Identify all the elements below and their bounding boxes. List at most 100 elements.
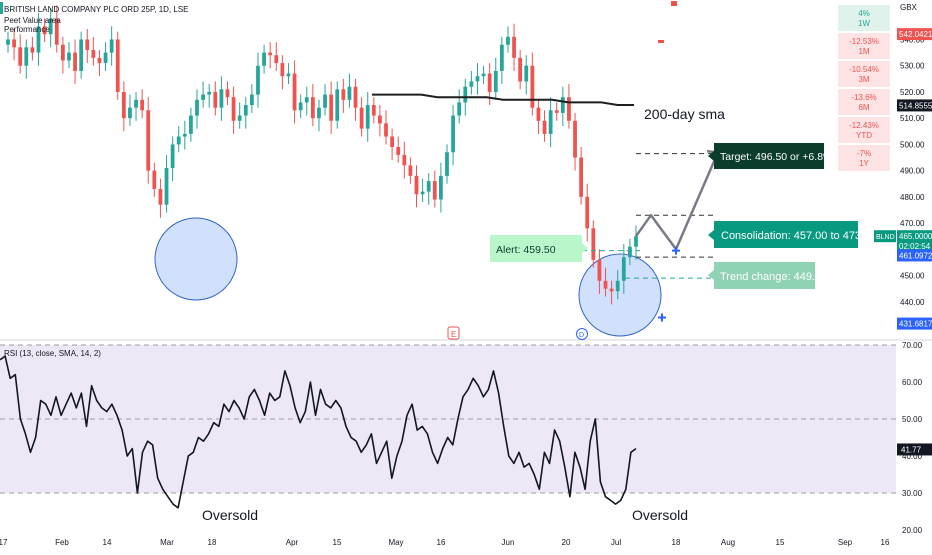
candle — [396, 136, 401, 163]
sma-label-bg — [640, 102, 722, 124]
price-axis-tick: 520.00 — [900, 88, 925, 97]
performance-value: 4% — [858, 9, 870, 18]
candle — [426, 173, 431, 205]
performance-cell — [838, 5, 890, 31]
candle-body — [256, 65, 260, 95]
performance-value: -10.54% — [849, 65, 879, 74]
candle-body — [396, 147, 401, 155]
oversold-left-bg — [198, 505, 258, 525]
candle — [189, 107, 193, 142]
candle — [359, 97, 364, 137]
candle-body — [286, 73, 291, 77]
candle-body — [91, 49, 96, 58]
candle — [195, 89, 199, 129]
candle-body — [634, 236, 638, 247]
earnings-marker-box[interactable] — [447, 326, 460, 340]
rsi-axis-tick: 70.00 — [902, 341, 923, 350]
candle-body — [609, 288, 614, 292]
performance-cell — [838, 89, 890, 115]
candle-body — [536, 107, 541, 121]
candle — [268, 42, 273, 69]
plus-marker[interactable] — [672, 246, 680, 255]
time-axis-tick: Feb — [55, 538, 69, 547]
candle — [420, 178, 425, 203]
rsi-header: RSI (13, close, SMA, 14, 2) — [4, 349, 101, 358]
candle — [408, 157, 413, 184]
candle — [6, 31, 10, 53]
candle — [134, 91, 138, 121]
candle — [140, 89, 145, 119]
candle — [201, 81, 205, 108]
candle — [585, 183, 590, 242]
header-marker — [0, 2, 3, 14]
candle — [298, 94, 303, 119]
candle-body — [268, 52, 273, 56]
candle-body — [97, 57, 102, 64]
time-axis-tick: 18 — [672, 538, 681, 547]
price-axis-tick: 450.00 — [900, 272, 925, 281]
candle-body — [298, 102, 303, 111]
time-axis-tick: 20 — [562, 538, 571, 547]
candle — [536, 99, 541, 134]
candle-body — [408, 165, 413, 176]
candle — [54, 5, 59, 53]
candle — [36, 13, 41, 66]
rsi-axis-tick: 30.00 — [902, 489, 923, 498]
candle — [286, 63, 291, 85]
alert-label: Alert: 459.50 — [496, 244, 556, 256]
candle — [152, 162, 157, 197]
candle-body — [146, 110, 151, 171]
price-alert-marker — [671, 1, 677, 6]
candle — [335, 81, 340, 129]
candle — [329, 81, 334, 134]
time-axis-tick: Aug — [721, 538, 735, 547]
candle — [597, 249, 602, 294]
price-axis-tick: 510.00 — [900, 114, 925, 123]
candle-body — [603, 280, 608, 289]
candle-body — [134, 99, 138, 108]
candle — [262, 44, 266, 74]
candle — [432, 170, 437, 208]
candle-body — [12, 39, 16, 48]
candle-body — [249, 94, 254, 106]
candle — [79, 31, 84, 79]
candle — [567, 84, 571, 129]
candle — [91, 36, 96, 66]
candle — [219, 76, 224, 121]
candle — [341, 78, 346, 113]
badge-value-area: 461.0972 — [899, 251, 932, 260]
performance-value: -12.43% — [849, 121, 879, 130]
candle-body — [524, 65, 529, 82]
candle-body — [420, 191, 425, 195]
performance-period: YTD — [856, 131, 872, 140]
target-label: Target: 496.50 or +6.8% — [720, 151, 832, 163]
plus-marker[interactable] — [658, 313, 666, 322]
candle-body — [359, 107, 364, 129]
candle-body — [213, 91, 218, 108]
candle-body — [585, 196, 590, 229]
candle — [115, 31, 120, 100]
price-axis-tick: 530.00 — [900, 62, 925, 71]
candle-body — [18, 47, 23, 66]
candle-body — [615, 280, 620, 292]
candle — [365, 91, 370, 142]
badge-sma: 514.8555 — [899, 101, 932, 110]
candle — [12, 28, 16, 61]
candle-body — [310, 97, 315, 119]
candle-body — [432, 181, 437, 200]
performance-period: 3M — [858, 75, 869, 84]
time-axis-tick: Mar — [160, 538, 174, 547]
candle — [146, 97, 151, 184]
candle — [548, 97, 553, 148]
candle-body — [628, 246, 632, 258]
dividend-marker: D — [579, 332, 584, 339]
dividend-marker-circle[interactable] — [576, 328, 588, 340]
candle-body — [73, 52, 77, 71]
candle — [621, 244, 626, 294]
candle — [353, 78, 358, 121]
candle-body — [560, 97, 565, 113]
candle-body — [262, 52, 266, 66]
candle — [378, 105, 382, 137]
candle — [560, 86, 565, 127]
badge-value-area-bg — [897, 249, 932, 262]
